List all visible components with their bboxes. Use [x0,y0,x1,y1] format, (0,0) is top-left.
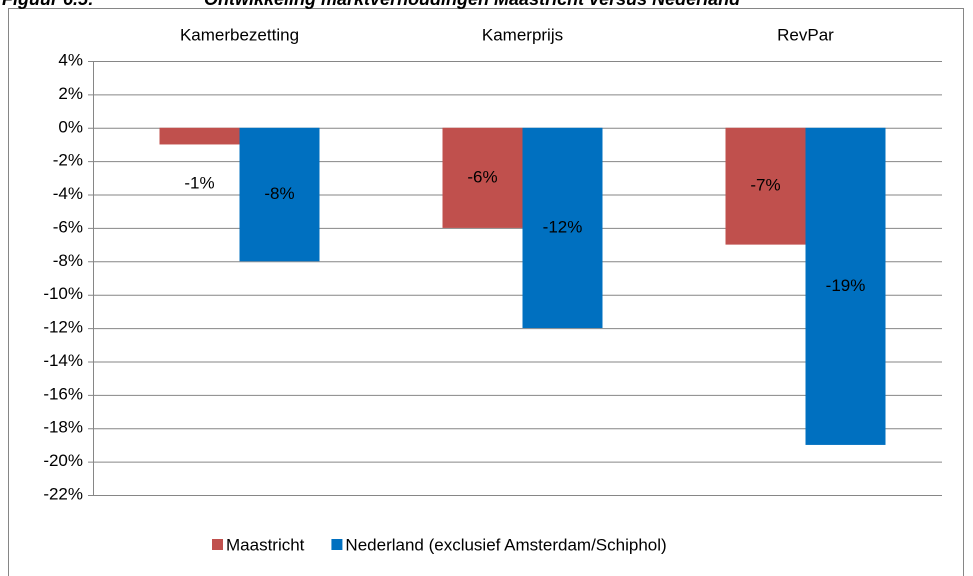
y-tick-label: -22% [43,484,83,503]
y-tick-label: 4% [58,50,83,69]
x-tick-label: Kamerprijs [482,25,563,44]
y-tick-label: -8% [53,251,83,270]
bar [805,127,886,445]
y-tick-label: 2% [58,84,83,103]
y-tick-label: -4% [53,184,83,203]
y-tick-label: -14% [43,351,83,370]
legend-label: Maastricht [226,535,305,554]
y-tick-label: -12% [43,318,83,337]
data-label: -19% [826,276,866,295]
bar [159,127,240,145]
data-label: -12% [543,217,583,236]
legend-swatch [331,539,343,550]
data-label: -1% [184,173,214,192]
y-tick-label: -2% [53,151,83,170]
data-label: -6% [467,167,497,186]
x-tick-label: Kamerbezetting [180,25,299,44]
y-tick-label: -18% [43,418,83,437]
bar [442,127,523,228]
y-tick-label: -6% [53,217,83,236]
chart-title: Ontwikkeling marktverhoudingen Maastrich… [204,0,741,9]
figure-label: Figuur 6.5: [2,0,94,9]
chart-frame [8,8,964,576]
data-label: -8% [264,184,294,203]
data-label: -7% [750,176,780,195]
bar [239,127,320,262]
y-tick-label: 0% [58,117,83,136]
legend-label: Nederland (exclusief Amsterdam/Schiphol) [345,535,666,554]
bar [725,127,806,245]
bar [522,127,603,329]
y-tick-label: -10% [43,284,83,303]
legend-swatch [212,539,223,550]
y-tick-label: -16% [43,384,83,403]
x-tick-label: RevPar [777,25,834,44]
y-tick-label: -20% [43,451,83,470]
